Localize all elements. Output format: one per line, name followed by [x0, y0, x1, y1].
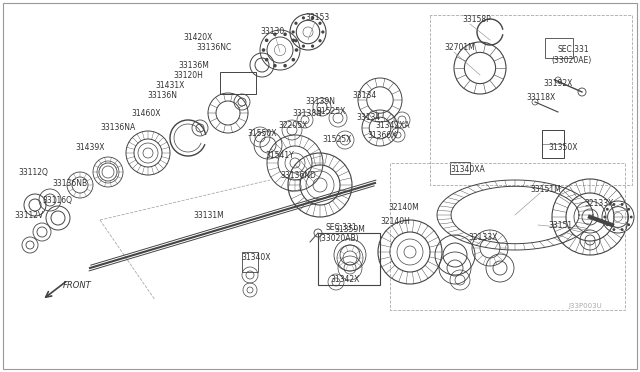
Circle shape	[627, 223, 630, 226]
Text: 33136NC: 33136NC	[196, 44, 231, 52]
Text: 33116Q: 33116Q	[42, 196, 72, 205]
Circle shape	[311, 16, 314, 19]
Text: 33134: 33134	[356, 113, 380, 122]
Text: 33131M: 33131M	[193, 211, 224, 219]
Circle shape	[612, 228, 616, 231]
Text: FRONT: FRONT	[63, 282, 92, 291]
Text: 31550X: 31550X	[247, 128, 276, 138]
Circle shape	[273, 64, 276, 67]
Circle shape	[294, 39, 298, 42]
Text: 31525X: 31525X	[316, 108, 346, 116]
Text: 31359M: 31359M	[334, 225, 365, 234]
Circle shape	[606, 208, 609, 211]
Text: 31460X: 31460X	[131, 109, 161, 118]
Circle shape	[294, 22, 298, 25]
Text: 31541Y: 31541Y	[265, 151, 294, 160]
Text: 32133X: 32133X	[468, 234, 497, 243]
Text: 33112V: 33112V	[14, 211, 44, 219]
Bar	[542, 130, 564, 158]
Text: 32140H: 32140H	[380, 218, 410, 227]
Bar	[542, 130, 564, 144]
Text: 33134: 33134	[352, 90, 376, 99]
Circle shape	[265, 38, 268, 42]
Circle shape	[621, 228, 623, 231]
Text: 31431X: 31431X	[155, 81, 184, 90]
Text: 31342XA: 31342XA	[375, 122, 410, 131]
Circle shape	[627, 208, 630, 211]
Circle shape	[318, 39, 322, 42]
Circle shape	[302, 16, 305, 19]
Text: 33138N: 33138N	[292, 109, 322, 119]
Text: 33130: 33130	[260, 28, 284, 36]
Text: 33158P: 33158P	[462, 16, 491, 25]
Text: 33136M: 33136M	[178, 61, 209, 71]
Text: 31439X: 31439X	[75, 144, 104, 153]
Text: J33P003U: J33P003U	[568, 303, 602, 309]
Text: 33139N: 33139N	[305, 96, 335, 106]
Bar	[450, 162, 470, 174]
Text: 33118X: 33118X	[526, 93, 556, 102]
Text: 33151M: 33151M	[530, 185, 561, 193]
Circle shape	[284, 64, 287, 67]
Text: 32140M: 32140M	[388, 203, 419, 212]
Text: 31350X: 31350X	[548, 142, 577, 151]
Circle shape	[294, 48, 298, 52]
Text: 31420X: 31420X	[183, 33, 212, 42]
Text: 32133X: 32133X	[584, 199, 613, 208]
Text: 33136ND: 33136ND	[280, 170, 316, 180]
Circle shape	[302, 45, 305, 48]
Circle shape	[321, 31, 324, 33]
Text: 33151: 33151	[548, 221, 572, 230]
Circle shape	[606, 223, 609, 226]
Circle shape	[311, 45, 314, 48]
Text: 33192X: 33192X	[543, 78, 572, 87]
Text: SEC.331: SEC.331	[558, 45, 589, 55]
Bar	[220, 72, 256, 94]
Circle shape	[292, 58, 295, 61]
Text: 31340X: 31340X	[241, 253, 271, 262]
Text: (33020AB): (33020AB)	[318, 234, 358, 243]
Text: 33136N: 33136N	[147, 90, 177, 99]
Text: 31525X: 31525X	[322, 135, 351, 144]
Bar	[318, 233, 380, 285]
Circle shape	[612, 203, 616, 206]
Circle shape	[265, 58, 268, 61]
Text: SEC.331: SEC.331	[326, 224, 358, 232]
Bar	[545, 38, 573, 58]
Text: 33112Q: 33112Q	[18, 167, 48, 176]
Text: 33120H: 33120H	[173, 71, 203, 80]
Text: 33153: 33153	[305, 13, 329, 22]
Circle shape	[630, 215, 633, 218]
Text: (33020AE): (33020AE)	[551, 55, 591, 64]
Text: 31366X: 31366X	[367, 131, 397, 141]
Text: 31342X: 31342X	[330, 276, 360, 285]
Text: 33136NB: 33136NB	[52, 180, 87, 189]
Circle shape	[621, 203, 623, 206]
Circle shape	[292, 31, 295, 33]
Circle shape	[284, 32, 287, 36]
Circle shape	[273, 32, 276, 36]
Text: 31340XA: 31340XA	[450, 166, 484, 174]
Circle shape	[292, 38, 295, 42]
Text: 33136NA: 33136NA	[100, 124, 135, 132]
Circle shape	[318, 22, 322, 25]
Bar	[242, 252, 258, 272]
Circle shape	[604, 215, 606, 218]
Text: 32701M: 32701M	[444, 44, 475, 52]
Text: 32205X: 32205X	[278, 121, 307, 129]
Circle shape	[262, 48, 266, 52]
